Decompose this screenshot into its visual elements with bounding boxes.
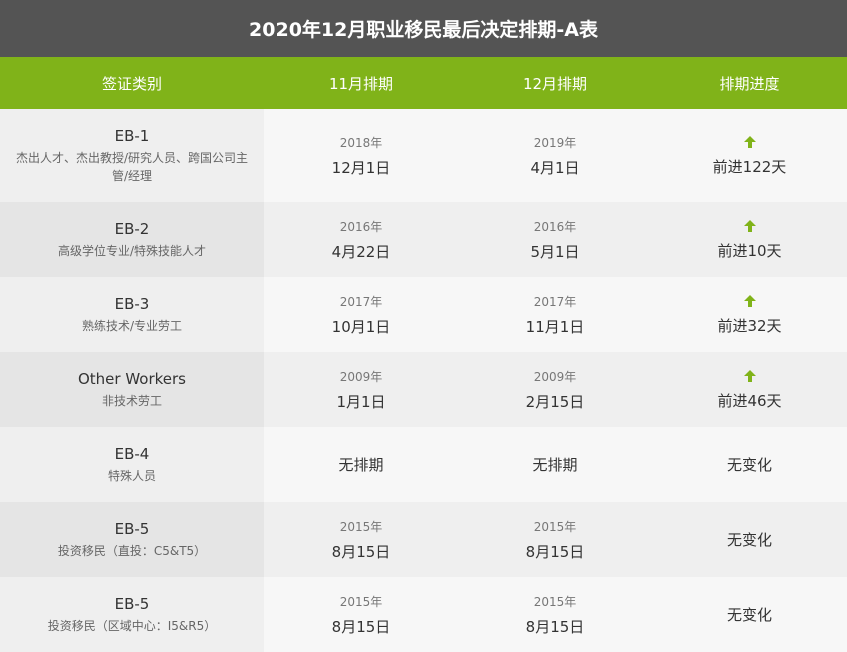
progress-text: 前进32天	[717, 316, 782, 335]
visa-code: EB-3	[114, 294, 150, 313]
november-cell: 2017年 10月1日	[264, 277, 458, 352]
progress-text: 无变化	[726, 456, 772, 474]
date: 11月1日	[525, 317, 585, 336]
visa-description: 投资移民（直投：C5&T5）	[57, 543, 207, 558]
visa-code: EB-1	[114, 126, 150, 145]
progress-cell: 前进46天	[652, 352, 847, 427]
visa-code: EB-2	[114, 219, 150, 238]
visa-description: 投资移民（区域中心：I5&R5）	[47, 618, 217, 633]
visa-description: 熟练技术/专业劳工	[81, 318, 183, 333]
visa-description: 高级学位专业/特殊技能人才	[57, 243, 207, 258]
december-cell: 2009年 2月15日	[458, 352, 652, 427]
date: 2月15日	[525, 392, 585, 411]
december-cell: 2019年 4月1日	[458, 109, 652, 202]
progress-text: 前进46天	[717, 391, 782, 410]
year: 2015年	[339, 594, 383, 609]
table-row: EB-2 高级学位专业/特殊技能人才 2016年 4月22日 2016年 5月1日 前进10…	[0, 202, 847, 277]
header-december: 12月排期	[522, 74, 588, 93]
progress-text: 无变化	[726, 606, 772, 624]
progress-cell: 前进10天	[652, 202, 847, 277]
progress-cell: 前进122天	[652, 109, 847, 202]
date: 4月22日	[331, 242, 391, 261]
table-row: EB-3 熟练技术/专业劳工 2017年 10月1日 2017年 11月1日 前进32天	[0, 277, 847, 352]
visa-code: Other Workers	[77, 369, 187, 388]
visa-description: 特殊人员	[107, 468, 156, 483]
table-row: EB-5 投资移民（直投：C5&T5） 2015年 8月15日 2015年 8月15日 无变…	[0, 502, 847, 577]
december-cell: 2015年 8月15日	[458, 577, 652, 652]
december-cell: 无排期	[458, 427, 652, 502]
visa-category-cell: EB-5 投资移民（直投：C5&T5）	[0, 502, 264, 577]
december-cell: 2016年 5月1日	[458, 202, 652, 277]
date: 无排期	[532, 456, 578, 474]
progress-cell: 无变化	[652, 577, 847, 652]
date: 5月1日	[530, 242, 580, 261]
progress-cell: 无变化	[652, 427, 847, 502]
arrow-up-icon	[743, 219, 757, 236]
november-cell: 2016年 4月22日	[264, 202, 458, 277]
arrow-up-icon	[743, 369, 757, 386]
visa-code: EB-5	[114, 594, 150, 613]
date: 1月1日	[336, 392, 386, 411]
progress-cell: 无变化	[652, 502, 847, 577]
visa-description: 非技术劳工	[101, 393, 162, 408]
november-cell: 2015年 8月15日	[264, 502, 458, 577]
year: 2015年	[339, 519, 383, 534]
visa-category-cell: EB-4 特殊人员	[0, 427, 264, 502]
november-cell: 2018年 12月1日	[264, 109, 458, 202]
table-row: Other Workers 非技术劳工 2009年 1月1日 2009年 2月15日 前进4…	[0, 352, 847, 427]
header-progress: 排期进度	[719, 74, 780, 93]
visa-category-cell: EB-5 投资移民（区域中心：I5&R5）	[0, 577, 264, 652]
progress-text: 无变化	[726, 531, 772, 549]
year: 2018年	[339, 135, 383, 150]
progress-text: 前进122天	[712, 157, 787, 176]
visa-category-cell: EB-3 熟练技术/专业劳工	[0, 277, 264, 352]
visa-code: EB-5	[114, 519, 150, 538]
year: 2016年	[533, 219, 577, 234]
arrow-up-icon	[743, 135, 757, 152]
year: 2015年	[533, 594, 577, 609]
year: 2017年	[533, 294, 577, 309]
progress-cell: 前进32天	[652, 277, 847, 352]
progress-text: 前进10天	[717, 241, 782, 260]
december-cell: 2015年 8月15日	[458, 502, 652, 577]
table-row: EB-4 特殊人员 无排期 无排期 无变化	[0, 427, 847, 502]
date: 8月15日	[331, 617, 391, 636]
visa-description: 杰出人才、杰出教授/研究人员、跨国公司主管/经理	[15, 150, 249, 183]
table-body: EB-1 杰出人才、杰出教授/研究人员、跨国公司主管/经理 2018年 12月1日 20…	[0, 109, 847, 652]
date: 4月1日	[530, 158, 580, 177]
visa-category-cell: EB-2 高级学位专业/特殊技能人才	[0, 202, 264, 277]
year: 2009年	[339, 369, 383, 384]
visa-category-cell: EB-1 杰出人才、杰出教授/研究人员、跨国公司主管/经理	[0, 109, 264, 202]
year: 2009年	[533, 369, 577, 384]
date: 8月15日	[525, 617, 585, 636]
year: 2015年	[533, 519, 577, 534]
visa-code: EB-4	[114, 444, 150, 463]
date: 10月1日	[331, 317, 391, 336]
table-title: 2020年12月职业移民最后决定排期-A表	[0, 0, 847, 57]
date: 12月1日	[331, 158, 391, 177]
header-november: 11月排期	[328, 74, 394, 93]
year: 2019年	[533, 135, 577, 150]
december-cell: 2017年 11月1日	[458, 277, 652, 352]
header-visa-category: 签证类别	[101, 74, 162, 93]
november-cell: 无排期	[264, 427, 458, 502]
year: 2017年	[339, 294, 383, 309]
table-header: 签证类别 11月排期 12月排期 排期进度	[0, 57, 847, 109]
date: 无排期	[338, 456, 384, 474]
arrow-up-icon	[743, 294, 757, 311]
table-row: EB-5 投资移民（区域中心：I5&R5） 2015年 8月15日 2015年 8月15日…	[0, 577, 847, 652]
visa-category-cell: Other Workers 非技术劳工	[0, 352, 264, 427]
table-row: EB-1 杰出人才、杰出教授/研究人员、跨国公司主管/经理 2018年 12月1日 20…	[0, 109, 847, 202]
date: 8月15日	[525, 542, 585, 561]
date: 8月15日	[331, 542, 391, 561]
year: 2016年	[339, 219, 383, 234]
november-cell: 2009年 1月1日	[264, 352, 458, 427]
november-cell: 2015年 8月15日	[264, 577, 458, 652]
